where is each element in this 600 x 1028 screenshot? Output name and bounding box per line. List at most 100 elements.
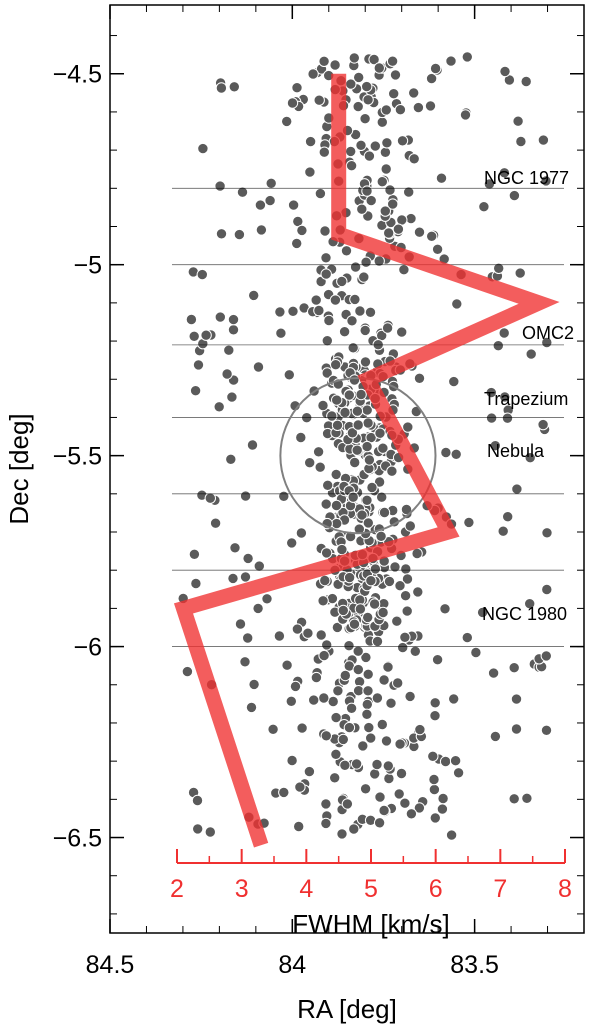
star-point [402, 421, 414, 433]
star-point [357, 740, 369, 752]
star-point [294, 781, 306, 793]
star-point [356, 509, 368, 521]
star-point [381, 137, 393, 149]
star-point [394, 104, 407, 116]
star-point [400, 503, 413, 516]
x-tick-label: 84.5 [86, 951, 135, 979]
star-point [365, 575, 377, 587]
star-point [399, 590, 412, 602]
star-point [399, 631, 411, 643]
star-point [346, 427, 359, 439]
star-point [304, 457, 316, 469]
star-point [361, 494, 373, 506]
star-point [381, 322, 394, 334]
star-point [437, 792, 449, 805]
star-point [373, 817, 386, 829]
star-point [319, 574, 331, 587]
star-point [426, 230, 438, 243]
star-point [189, 385, 202, 397]
star-point [314, 187, 327, 200]
fwhm-tick-label: 4 [299, 875, 313, 903]
star-point [376, 718, 388, 731]
star-point [392, 223, 405, 235]
star-point [511, 483, 523, 495]
star-point [487, 667, 500, 679]
region-label: NGC 1980 [482, 604, 567, 624]
star-point [355, 139, 367, 152]
star-point [339, 669, 351, 682]
star-point [541, 527, 553, 539]
star-point [227, 313, 240, 326]
star-point [508, 662, 520, 674]
star-point [360, 651, 372, 664]
star-point [345, 702, 358, 714]
star-point [380, 104, 392, 116]
region-lines [171, 187, 564, 647]
star-point [440, 446, 452, 459]
star-point [377, 442, 389, 454]
star-point [499, 391, 511, 403]
star-point [376, 176, 388, 188]
star-point [377, 606, 389, 619]
star-point [382, 760, 394, 772]
axes: −4.5−5−5.5−6−6.584.5 84 83.5RA [deg]Dec [d… [4, 5, 585, 1024]
star-point [304, 135, 317, 148]
star-point [192, 359, 205, 371]
star-point [489, 730, 502, 743]
star-point [314, 461, 326, 473]
star-point [286, 537, 298, 549]
star-point [287, 199, 300, 211]
star-point [347, 342, 359, 354]
star-point [343, 721, 356, 734]
star-point [373, 62, 385, 74]
star-point [215, 82, 228, 94]
star-point [197, 142, 209, 155]
x-axis-title: RA [deg] [297, 994, 397, 1024]
star-point [254, 199, 267, 211]
star-point [200, 329, 212, 341]
star-point [283, 369, 295, 381]
star-point [369, 768, 381, 780]
star-point [363, 454, 376, 466]
star-point [338, 326, 351, 338]
star-point [351, 444, 363, 456]
star-point [521, 792, 533, 804]
star-point [204, 492, 217, 504]
star-point [242, 552, 254, 565]
star-point [185, 313, 198, 326]
star-point [384, 184, 396, 196]
star-point [371, 758, 383, 771]
star-point [330, 748, 342, 760]
star-point [424, 100, 437, 112]
star-point [520, 75, 532, 88]
star-point [239, 656, 251, 668]
star-point [348, 823, 360, 835]
star-point [429, 710, 441, 722]
star-point [339, 406, 351, 419]
star-point [252, 602, 264, 615]
star-point [448, 693, 460, 705]
star-point [321, 367, 333, 379]
star-point [365, 194, 377, 207]
x-tick-label: 84 [278, 951, 306, 979]
star-point [343, 640, 355, 652]
star-point [461, 51, 473, 63]
star-point [361, 185, 373, 197]
y-tick-label: −5 [73, 252, 102, 280]
star-point [352, 419, 364, 431]
star-point [386, 465, 398, 477]
star-point [341, 798, 354, 810]
star-point [413, 802, 426, 814]
star-point [392, 677, 404, 689]
star-point [359, 324, 371, 337]
star-point [412, 101, 425, 114]
star-point [345, 78, 357, 90]
star-point [313, 94, 325, 106]
star-point [204, 826, 217, 838]
star-point [514, 267, 526, 279]
star-point [451, 298, 463, 310]
star-point [463, 516, 475, 529]
star-point [227, 572, 239, 585]
star-point [399, 797, 411, 809]
